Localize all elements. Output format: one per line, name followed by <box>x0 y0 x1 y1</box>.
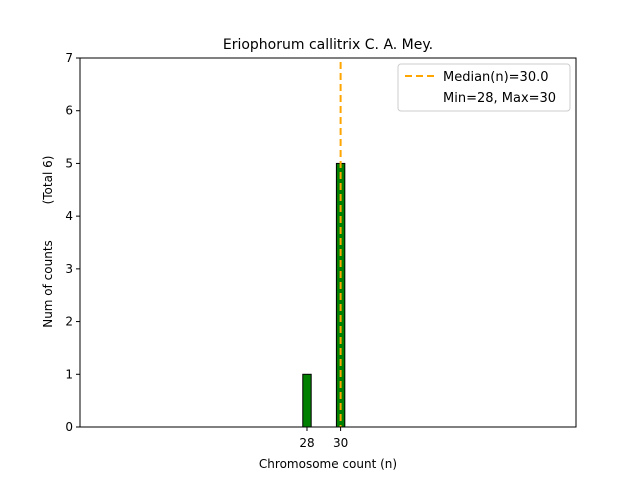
bar-28 <box>302 373 312 428</box>
x-tick-label-28: 28 <box>299 436 314 450</box>
y-tick-label-2: 2 <box>65 315 73 329</box>
y-axis-total-label: (Total 6) <box>41 156 55 205</box>
legend-entry-minmax: Min=28, Max=30 <box>443 91 556 106</box>
y-tick-label-4: 4 <box>65 209 73 223</box>
legend-box <box>397 63 571 112</box>
y-tick-label-0: 0 <box>65 420 73 434</box>
x-tick-label-30: 30 <box>333 436 348 450</box>
x-axis-label: Chromosome count (n) <box>259 457 397 471</box>
chart-title: Eriophorum callitrix C. A. Mey. <box>223 37 433 53</box>
y-tick-label-1: 1 <box>65 367 73 381</box>
y-axis-label: Num of counts <box>41 240 55 328</box>
y-tick-label-7: 7 <box>65 51 73 65</box>
y-tick-label-3: 3 <box>65 262 73 276</box>
y-tick-label-6: 6 <box>65 104 73 118</box>
plot-frame <box>80 58 576 427</box>
plot-border <box>79 57 577 428</box>
legend: Median(n)=30.0 Min=28, Max=30 <box>397 63 571 112</box>
legend-entry-median: Median(n)=30.0 <box>443 70 549 85</box>
plot-area <box>79 57 577 428</box>
y-tick-label-5: 5 <box>65 156 73 170</box>
y-axis: 0 1 2 3 4 5 6 7 <box>65 51 80 434</box>
x-axis: 28 30 <box>299 427 348 450</box>
